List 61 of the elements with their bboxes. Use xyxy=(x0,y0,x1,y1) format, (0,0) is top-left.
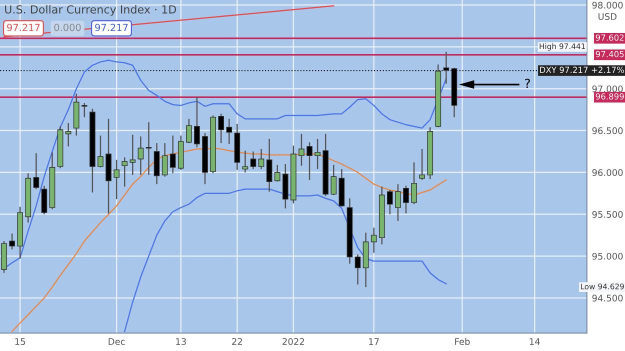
candlestick xyxy=(395,184,401,222)
candlestick xyxy=(226,118,232,145)
y-axis-title: USD xyxy=(598,13,617,20)
y-tick-label: 97.000 xyxy=(592,85,623,92)
ref-line-label: DXY 97.217 +2.17% xyxy=(540,66,624,73)
candlestick xyxy=(170,134,176,174)
candlestick xyxy=(298,133,304,166)
candlestick xyxy=(314,138,320,170)
y-tick-label: 94.500 xyxy=(592,294,623,302)
x-tick-label: 2022 xyxy=(282,338,304,345)
candlestick xyxy=(370,227,377,254)
candlestick xyxy=(146,122,152,176)
y-tick-label: 96.000 xyxy=(592,169,623,176)
candlestick xyxy=(138,136,144,176)
y-tick-label: 96.500 xyxy=(592,127,623,134)
candlestick xyxy=(274,164,280,182)
candlestick xyxy=(194,96,200,148)
annotation: 0.000 xyxy=(54,24,81,32)
x-tick-label: 17 xyxy=(369,338,379,345)
ref-line-label: 97.602 xyxy=(596,34,624,41)
line-series xyxy=(11,148,447,332)
candlestick xyxy=(41,185,48,215)
candlestick xyxy=(9,232,15,250)
candlestick xyxy=(443,51,450,84)
candlestick xyxy=(419,148,425,181)
ref-line-label: 96.899 xyxy=(596,93,624,100)
chart-title: U.S. Dollar Currency Index · 1D xyxy=(5,4,176,16)
line-series xyxy=(124,188,447,332)
candlestick xyxy=(122,156,128,188)
y-tick-label: 98.000 xyxy=(592,2,623,9)
candlestick xyxy=(130,134,136,176)
annotation: ? xyxy=(525,78,530,88)
candlestick xyxy=(162,142,168,178)
x-tick-label: 15 xyxy=(15,338,26,345)
candlestick xyxy=(242,150,248,174)
candlestick xyxy=(354,254,361,286)
candlestick xyxy=(218,113,224,144)
candlestick xyxy=(386,189,393,215)
ref-line-label: 97.405 xyxy=(596,50,624,58)
candlestick xyxy=(411,162,417,205)
y-tick-label: 95.000 xyxy=(592,252,623,260)
x-tick-label: 14 xyxy=(530,338,540,345)
candlestick xyxy=(98,134,104,168)
candlestick xyxy=(114,159,120,200)
x-tick-label: Dec xyxy=(108,338,125,345)
annotation: 97.217 xyxy=(95,24,128,32)
candlestick xyxy=(186,118,192,144)
candlestick xyxy=(81,102,88,118)
x-tick-label: 22 xyxy=(232,338,242,345)
candlestick xyxy=(258,148,264,170)
y-tick-label: 95.500 xyxy=(592,210,623,218)
candlestick xyxy=(266,138,272,192)
candlestick xyxy=(403,185,409,214)
x-tick-label: 13 xyxy=(176,338,186,345)
candlestick xyxy=(306,142,312,181)
annotation: 97.217 xyxy=(7,24,40,32)
candlestick xyxy=(330,164,337,196)
candlestick xyxy=(33,152,40,190)
x-tick-label: Feb xyxy=(455,338,470,345)
candlestick xyxy=(250,150,256,170)
candlestick xyxy=(65,122,72,148)
